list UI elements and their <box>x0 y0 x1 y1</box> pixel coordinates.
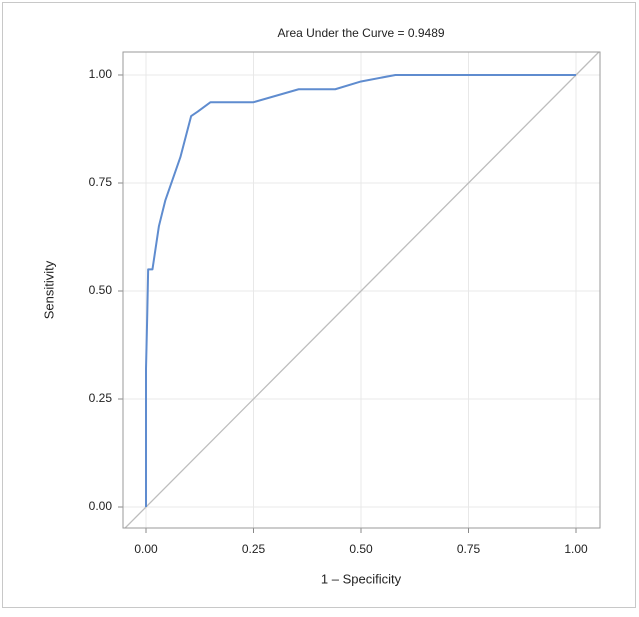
y-axis-label: Sensitivity <box>41 260 56 319</box>
y-tick-label: 0.50 <box>89 283 113 297</box>
x-axis-label: 1 – Specificity <box>321 571 402 586</box>
plot-frame <box>122 51 601 529</box>
x-tick-label: 0.00 <box>134 542 158 556</box>
y-tick-label: 0.75 <box>89 175 113 189</box>
chart-title: Area Under the Curve = 0.9489 <box>277 26 444 40</box>
x-tick-label: 0.25 <box>242 542 266 556</box>
y-tick-label: 0.25 <box>89 391 113 405</box>
outer-border <box>2 2 636 608</box>
x-tick-label: 0.75 <box>457 542 481 556</box>
reference-line <box>124 51 600 529</box>
y-tick-label: 1.00 <box>89 67 113 81</box>
y-tick-label: 0.00 <box>89 499 113 513</box>
x-tick-label: 1.00 <box>564 542 588 556</box>
roc-curve <box>145 73 577 508</box>
x-tick-label: 0.50 <box>349 542 373 556</box>
